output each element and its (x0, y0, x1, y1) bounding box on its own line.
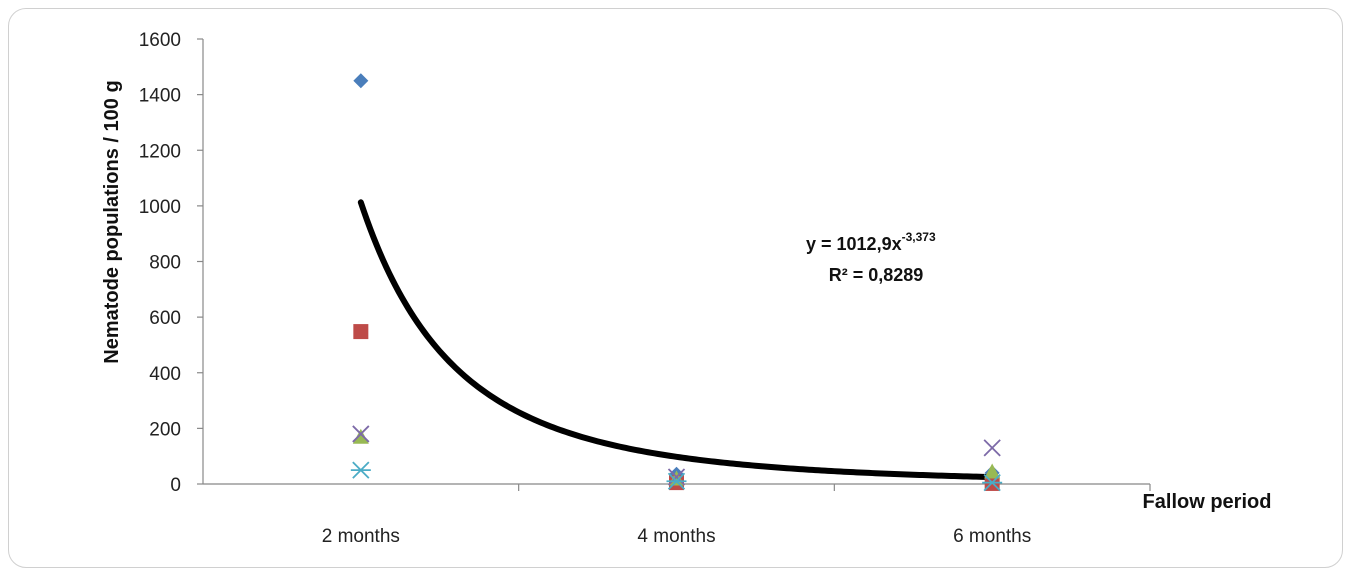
data-point-triangle (984, 463, 1001, 479)
y-axis-title: Nematode populations / 100 g (101, 80, 123, 363)
y-tick-label: 1000 (139, 197, 181, 218)
data-point-x (983, 439, 1001, 457)
data-point-asterisk (350, 461, 371, 479)
trendline-equation-base: y = 1012,9x (806, 234, 902, 254)
y-tick-label: 1400 (139, 86, 181, 107)
axes (202, 39, 1150, 485)
data-point-diamond (353, 73, 369, 89)
y-tick-label: 600 (149, 308, 181, 329)
data-point-square (353, 324, 369, 340)
data-point-x (352, 425, 370, 443)
y-tick-label: 400 (149, 364, 181, 385)
data-point-x (667, 468, 686, 486)
data-points (350, 73, 1003, 492)
y-ticks: 0 200 400 600 800 1000 1200 1400 1600 (139, 30, 203, 496)
trendline (357, 199, 996, 481)
x-ticks: 2 months 4 months 6 months (322, 484, 1151, 547)
y-tick-label: 0 (170, 475, 181, 496)
y-tick-label: 200 (149, 419, 181, 440)
y-tick-label: 1200 (139, 141, 181, 162)
x-tick-label: 2 months (322, 526, 400, 547)
y-tick-label: 1600 (139, 30, 181, 51)
data-point-asterisk (666, 472, 687, 490)
x-tick-label: 4 months (637, 526, 715, 547)
trendline-r-squared: R² = 0,8289 (829, 265, 924, 285)
trendline-equation: y = 1012,9x-3,373 (806, 230, 936, 254)
x-tick-label: 6 months (953, 526, 1031, 547)
x-axis-title: Fallow period (1143, 491, 1272, 513)
data-point-asterisk (982, 473, 1003, 492)
trendline-equation-exponent: -3,373 (902, 230, 936, 244)
y-tick-label: 800 (149, 253, 181, 274)
data-point-triangle (352, 428, 369, 444)
